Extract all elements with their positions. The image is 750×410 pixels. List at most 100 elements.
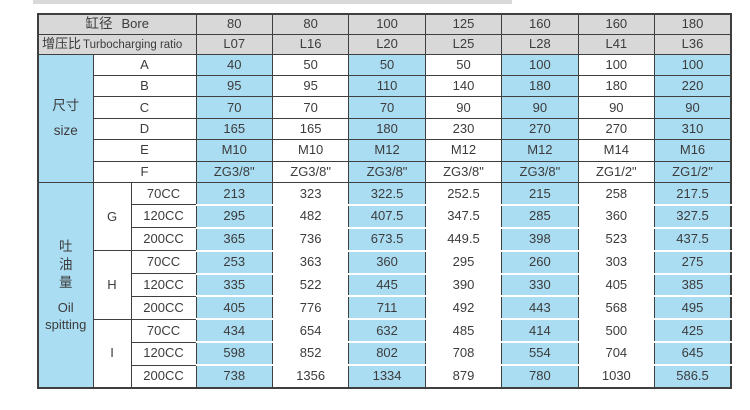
oil-cell: 523 <box>577 226 656 252</box>
oil-cell: 1356 <box>271 364 350 389</box>
oil-cell: 360 <box>577 203 656 229</box>
oil-cc-label: 200CC <box>130 364 197 389</box>
oil-cell: 802 <box>348 341 426 366</box>
oil-cell: 711 <box>348 295 426 320</box>
bore-label-en: Bore <box>121 15 149 31</box>
size-label-en: size <box>53 123 78 139</box>
oil-cell: 776 <box>271 295 350 320</box>
oil-cell: 852 <box>271 341 350 366</box>
oil-cell: 673.5 <box>348 226 426 252</box>
size-row-A: 尺寸 size A 40 50 50 50 100 100 100 <box>37 53 732 184</box>
ratio-cell: L28 <box>501 33 579 55</box>
size-row-C: C 70 70 70 90 90 90 90 <box>38 96 732 119</box>
size-cell: 100 <box>654 53 732 76</box>
oil-cell: 443 <box>501 295 579 320</box>
size-cell: 165 <box>271 117 350 141</box>
oil-cell: 598 <box>195 341 273 366</box>
top-edge-stripe <box>33 0 512 4</box>
size-cell: M12 <box>501 139 579 162</box>
spec-table: 缸径 Bore 80 80 100 125 160 160 180 增压比 Turb… <box>37 13 732 389</box>
oil-row-I-200: 200CC 738 1356 1334 879 780 1030 586.5 <box>38 364 732 389</box>
oil-row-H-200: 200CC 405 776 711 492 443 568 495 <box>38 295 732 320</box>
size-group-cell: 尺寸 size <box>37 53 94 184</box>
size-cell: M12 <box>348 139 426 162</box>
size-cell: 50 <box>424 53 503 76</box>
size-row-B: B 95 95 110 140 180 180 220 <box>38 74 732 98</box>
oil-cell: 708 <box>424 341 503 366</box>
size-cell: M16 <box>654 139 732 162</box>
oil-cell: 363 <box>271 249 350 275</box>
size-cell: ZG1/2" <box>654 160 732 184</box>
oil-cell: 445 <box>348 272 426 297</box>
size-cell: ZG3/8" <box>424 160 503 184</box>
bore-header-label: 缸径 Bore <box>37 13 197 35</box>
bore-cell: 160 <box>501 13 579 35</box>
oil-row-I-70: I 70CC 434 654 632 485 414 500 425 <box>38 318 732 389</box>
oil-cc-label: 70CC <box>130 182 197 206</box>
oil-cell: 295 <box>424 249 503 275</box>
oil-row-I-120: 120CC 598 852 802 708 554 704 645 <box>38 341 732 366</box>
size-cell: 110 <box>348 74 426 98</box>
size-cell: 95 <box>271 74 350 98</box>
oil-cell: 425 <box>654 318 732 343</box>
size-cell: 100 <box>501 53 579 76</box>
size-cell: 270 <box>577 117 656 141</box>
bore-cell: 180 <box>654 13 732 35</box>
ratio-header-label: 增压比 Turbocharging ratio <box>37 33 197 55</box>
oil-cell: 495 <box>654 295 732 320</box>
size-cell: 50 <box>348 53 426 76</box>
oil-cell: 252.5 <box>424 182 503 206</box>
size-cell: ZG1/2" <box>577 160 656 184</box>
oil-cc-label: 200CC <box>130 295 197 320</box>
oil-cc-label: 200CC <box>130 227 197 252</box>
oil-letter-label: I <box>92 318 132 389</box>
size-cell: 180 <box>577 74 656 98</box>
oil-cell: 322.5 <box>348 182 426 206</box>
oil-cell: 738 <box>195 364 273 389</box>
oil-cell: 323 <box>271 182 350 206</box>
oil-cell: 275 <box>654 249 732 275</box>
size-label-cn: 尺寸 <box>52 97 80 113</box>
size-cell: M10 <box>195 139 273 162</box>
size-cell: 220 <box>654 74 732 98</box>
oil-cell: 405 <box>195 295 273 320</box>
ratio-cell: L20 <box>348 33 426 55</box>
oil-cell: 385 <box>654 272 732 297</box>
oil-cell: 586.5 <box>654 364 732 389</box>
oil-cell: 260 <box>501 249 579 275</box>
oil-cell: 213 <box>195 182 273 206</box>
size-cell: M14 <box>577 139 656 162</box>
oil-group-cell: 吐油量 Oil spitting <box>37 182 94 389</box>
oil-cell: 485 <box>424 318 503 343</box>
oil-cell: 449.5 <box>424 226 503 252</box>
oil-cell: 327.5 <box>654 203 732 229</box>
oil-row-H-70: H 70CC 253 363 360 295 260 303 275 <box>38 249 732 320</box>
oil-cell: 645 <box>654 341 732 366</box>
size-row-label: F <box>92 160 197 184</box>
oil-cell: 1030 <box>577 364 656 389</box>
ratio-cell: L41 <box>577 33 656 55</box>
size-cell: ZG3/8" <box>195 160 273 184</box>
size-cell: 310 <box>654 117 732 141</box>
size-cell: 270 <box>501 117 579 141</box>
oil-cell: 414 <box>501 318 579 343</box>
bore-cell: 80 <box>271 13 350 35</box>
bore-cell: 80 <box>195 13 273 35</box>
oil-cc-label: 70CC <box>130 250 197 275</box>
oil-cell: 330 <box>501 272 579 297</box>
oil-cell: 780 <box>501 364 579 389</box>
bore-header-row: 缸径 Bore 80 80 100 125 160 160 180 <box>37 13 732 35</box>
bore-label-cn: 缸径 <box>85 15 113 31</box>
oil-label-cn: 吐油量 <box>58 238 73 290</box>
size-row-label: A <box>92 53 197 76</box>
oil-row-G-120: 120CC 295 482 407.5 347.5 285 360 327.5 <box>38 203 732 229</box>
oil-cell: 704 <box>577 341 656 366</box>
oil-cell: 482 <box>271 203 350 229</box>
oil-cell: 258 <box>577 182 656 206</box>
oil-cc-label: 120CC <box>130 341 197 366</box>
size-cell: 140 <box>424 74 503 98</box>
bore-cell: 100 <box>348 13 426 35</box>
oil-letter-label: H <box>92 250 132 320</box>
oil-cell: 437.5 <box>654 226 732 252</box>
